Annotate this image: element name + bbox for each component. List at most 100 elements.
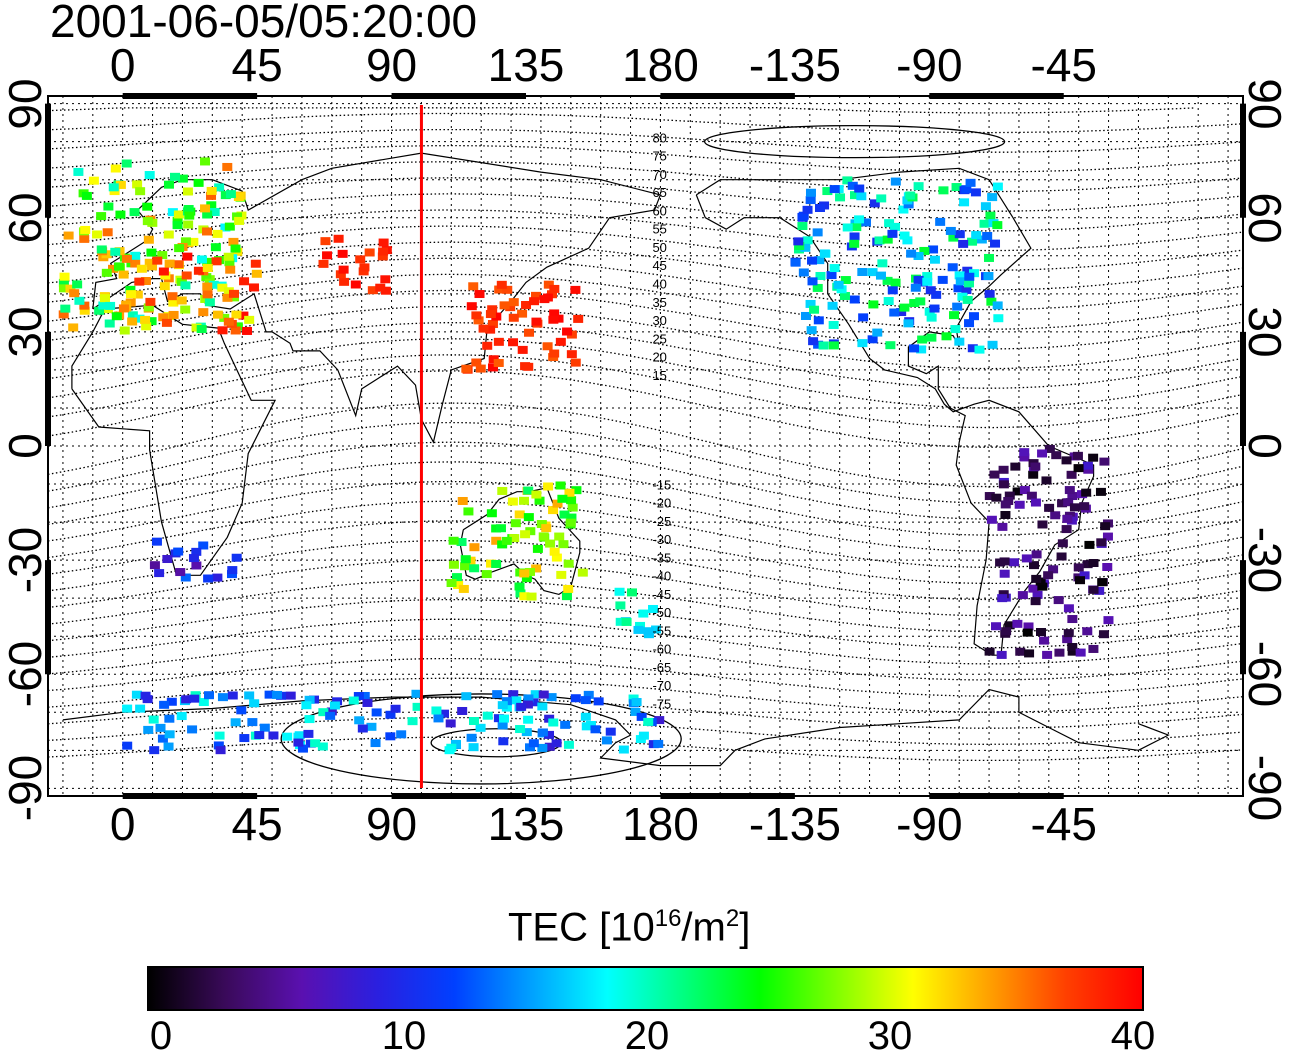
tec-pixel	[961, 185, 972, 194]
tec-pixel	[118, 304, 129, 313]
tec-pixel	[466, 733, 477, 742]
contour-ring-south	[280, 693, 682, 785]
tick-bot-label: 0	[109, 798, 136, 850]
tec-pixel	[854, 184, 865, 193]
tec-pixel	[636, 712, 647, 721]
tec-pixel	[468, 743, 479, 752]
contour-label: 60	[652, 203, 666, 218]
tec-pixel	[130, 251, 141, 260]
contour-line	[47, 107, 1196, 114]
tec-pixel	[210, 243, 221, 252]
tec-pixel	[563, 559, 574, 568]
tec-pixel	[812, 228, 823, 237]
tec-pixel	[793, 237, 804, 246]
tec-pixel	[134, 314, 145, 323]
tec-pixel	[876, 194, 887, 203]
tec-pixel	[523, 486, 534, 495]
tec-pixel	[913, 182, 924, 191]
tec-pixel	[548, 506, 559, 515]
tec-pixel	[903, 319, 914, 328]
tec-pixel	[238, 311, 249, 320]
tec-pixel	[244, 691, 255, 700]
tec-pixel	[127, 311, 138, 320]
tec-pixel	[234, 216, 245, 225]
tec-pixel	[836, 285, 847, 294]
tec-pixel	[122, 741, 133, 750]
tec-pixel	[357, 724, 368, 733]
tec-pixel	[217, 283, 228, 292]
tec-pixel	[971, 231, 982, 240]
tec-pixel	[375, 283, 386, 292]
tick-bot-label: -90	[896, 798, 963, 850]
tec-pixel	[146, 317, 157, 326]
tec-pixel	[1039, 636, 1050, 645]
tec-pixel	[208, 280, 219, 289]
tec-pixel	[143, 303, 154, 312]
tec-pixel	[166, 697, 177, 706]
tec-pixel	[58, 278, 69, 287]
tec-pixel	[560, 720, 571, 729]
tec-pixel	[187, 725, 198, 734]
tec-pixel	[294, 731, 305, 740]
tec-pixel	[475, 723, 486, 732]
tec-pixel	[1081, 488, 1092, 497]
tec-pixel	[877, 259, 888, 268]
tec-pixel	[380, 275, 391, 284]
tec-pixel	[1051, 451, 1062, 460]
tec-pixel	[802, 205, 813, 214]
tec-pixel	[377, 252, 388, 261]
tick-bot-label: 135	[487, 798, 565, 850]
tec-pixel	[325, 711, 336, 720]
tec-pixel	[502, 285, 513, 294]
tec-pixel	[469, 564, 480, 573]
tec-pixel	[523, 513, 534, 522]
tec-pixel	[79, 301, 90, 310]
tec-pixel	[913, 251, 924, 260]
tec-pixel	[849, 191, 860, 200]
tec-pixel	[115, 210, 126, 219]
tec-pixel	[72, 280, 83, 289]
graticule-grid	[48, 96, 1243, 796]
tec-pixel	[222, 293, 233, 302]
tec-pixel	[58, 284, 69, 293]
tec-pixel	[161, 318, 172, 327]
tec-pixel	[601, 736, 612, 745]
tec-pixel	[1064, 486, 1075, 495]
tec-pixel	[847, 181, 858, 190]
tec-pixel	[627, 588, 638, 597]
tec-pixel	[899, 231, 910, 240]
tec-pixel	[132, 290, 143, 299]
tec-pixel	[961, 286, 972, 295]
tec-pixel	[1019, 453, 1030, 462]
tec-pixel	[463, 507, 474, 516]
tec-pixel	[148, 715, 159, 724]
tec-pixel	[172, 216, 183, 225]
tec-pixel	[618, 745, 629, 754]
tec-pixel	[456, 538, 467, 547]
tec-pixel	[79, 306, 90, 315]
tec-pixel	[231, 553, 242, 562]
tec-pixel	[621, 617, 632, 626]
tec-pixel	[528, 739, 539, 748]
tec-pixel	[999, 557, 1010, 566]
tec-pixel	[209, 207, 220, 216]
tec-pixel	[451, 573, 462, 582]
tec-pixel	[916, 345, 927, 354]
tec-pixel	[191, 561, 202, 570]
tec-pixel	[461, 364, 472, 373]
tec-pixel	[839, 291, 850, 300]
tec-pixel	[521, 728, 532, 737]
tec-pixel	[478, 324, 489, 333]
tec-pixel	[214, 183, 225, 192]
tec-pixel	[176, 712, 187, 721]
tec-pixel	[808, 337, 819, 346]
tec-pixel	[105, 301, 116, 310]
tec-pixel	[118, 270, 129, 279]
tec-pixel	[157, 251, 168, 260]
tec-pixel	[1048, 565, 1059, 574]
tec-pixel	[987, 193, 998, 202]
tec-pixel	[1000, 500, 1011, 509]
tec-pixel	[524, 328, 535, 337]
tec-pixel	[985, 211, 996, 220]
contour-label: -75	[652, 697, 671, 712]
